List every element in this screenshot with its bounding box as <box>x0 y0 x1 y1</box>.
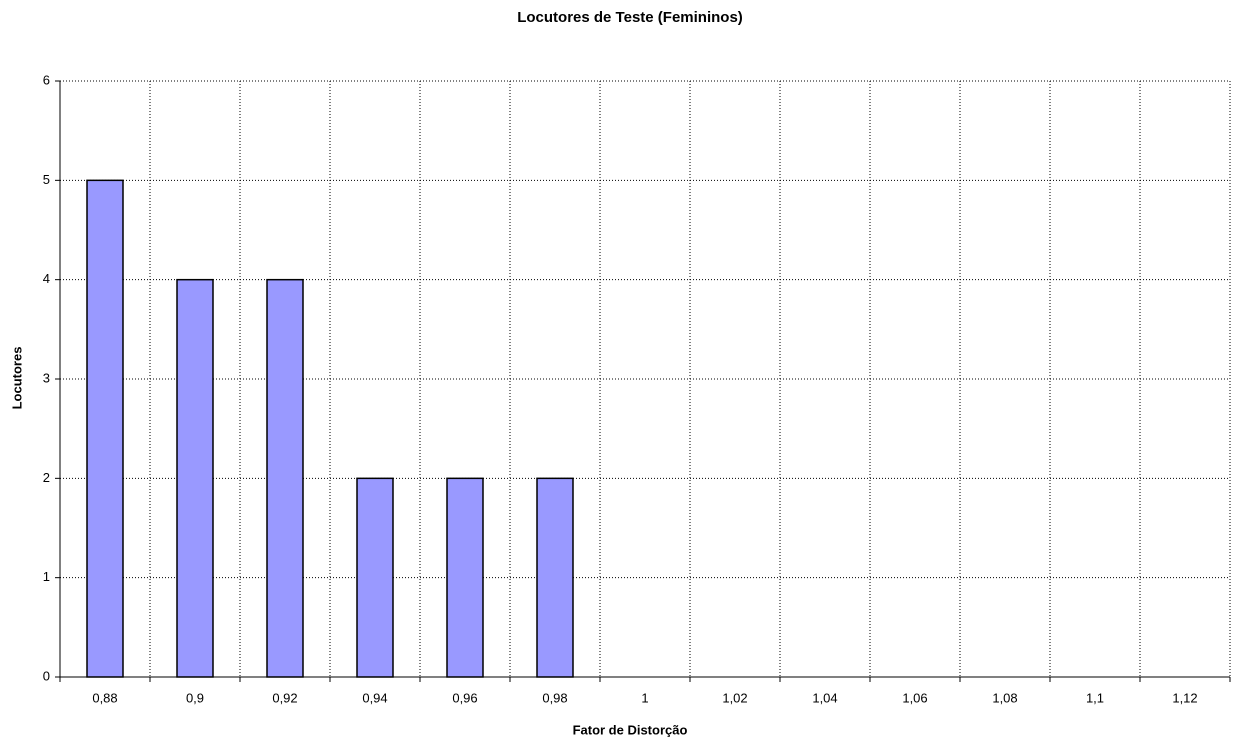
chart-title: Locutores de Teste (Femininos) <box>517 9 743 26</box>
y-tick-label: 1 <box>43 569 50 584</box>
bar <box>446 477 484 678</box>
x-tick-label: 0,94 <box>362 690 387 705</box>
x-tick-label: 1,02 <box>722 690 747 705</box>
bar <box>356 477 394 678</box>
y-tick-label: 6 <box>43 72 50 87</box>
x-tick-label: 1,08 <box>992 690 1017 705</box>
y-tick-label: 5 <box>43 172 50 187</box>
y-tick-label: 0 <box>43 668 50 683</box>
x-tick-label: 0,88 <box>92 690 117 705</box>
x-axis-label: Fator de Distorção <box>573 722 688 737</box>
x-tick-label: 0,96 <box>452 690 477 705</box>
x-tick-label: 1,04 <box>812 690 837 705</box>
y-tick-label: 3 <box>43 370 50 385</box>
bar <box>176 278 214 678</box>
x-tick-label: 1,06 <box>902 690 927 705</box>
bar <box>266 278 304 678</box>
x-tick-label: 0,92 <box>272 690 297 705</box>
y-tick-label: 4 <box>43 271 50 286</box>
x-tick-label: 1,12 <box>1172 690 1197 705</box>
x-tick-label: 1 <box>641 690 648 705</box>
x-tick-label: 0,98 <box>542 690 567 705</box>
x-tick-label: 0,9 <box>186 690 204 705</box>
y-axis-label: Locutores <box>9 347 24 410</box>
bar <box>86 179 124 678</box>
x-tick-label: 1,1 <box>1086 690 1104 705</box>
y-tick-label: 2 <box>43 470 50 485</box>
bar <box>536 477 574 678</box>
